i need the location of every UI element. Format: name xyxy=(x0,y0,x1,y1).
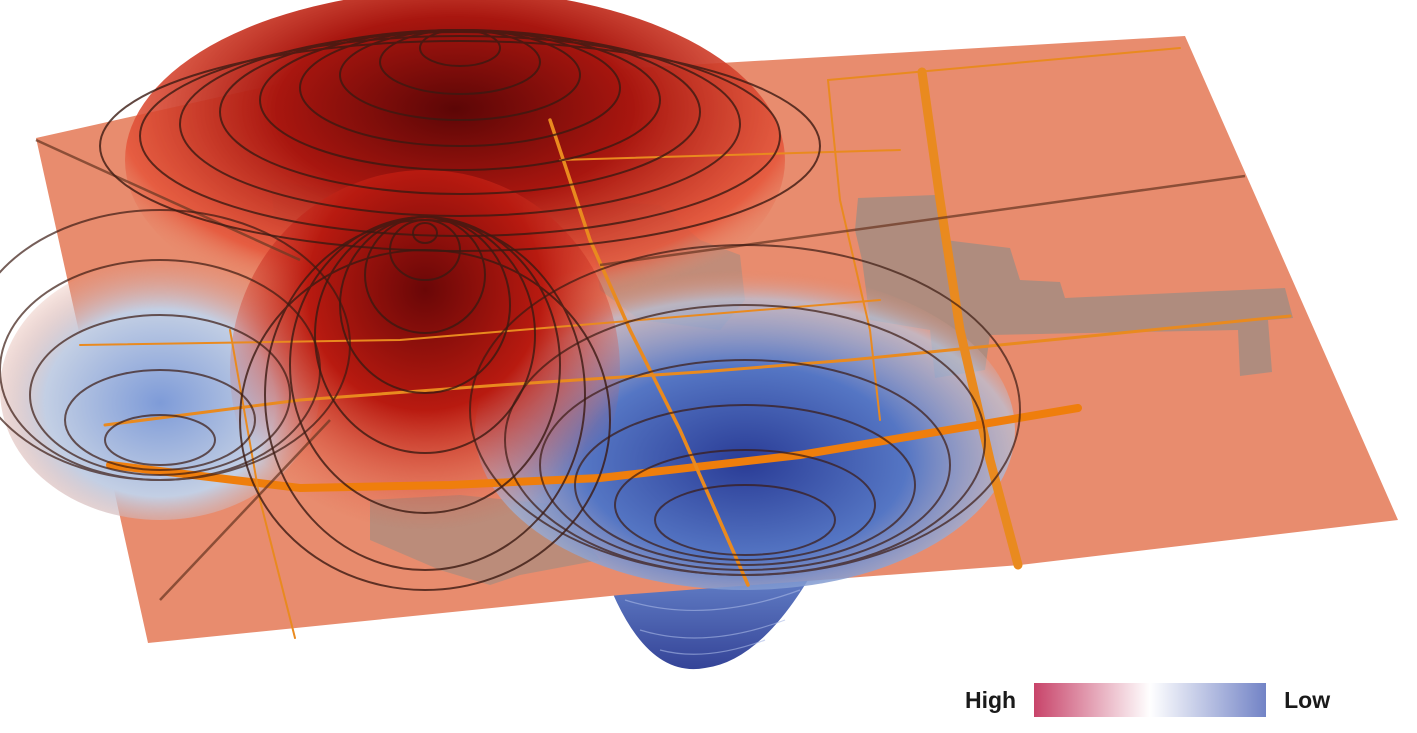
legend-high-label: High xyxy=(965,686,1017,713)
secondary-peak-contours xyxy=(239,216,611,591)
color-legend: High Low xyxy=(965,682,1330,718)
legend-low-label: Low xyxy=(1284,686,1331,713)
secondary-peak xyxy=(230,170,620,570)
peak-contours xyxy=(99,29,821,252)
legend-gradient-bar xyxy=(1034,683,1267,717)
trough-contours xyxy=(469,244,1021,576)
left-trough-contours xyxy=(0,209,351,481)
